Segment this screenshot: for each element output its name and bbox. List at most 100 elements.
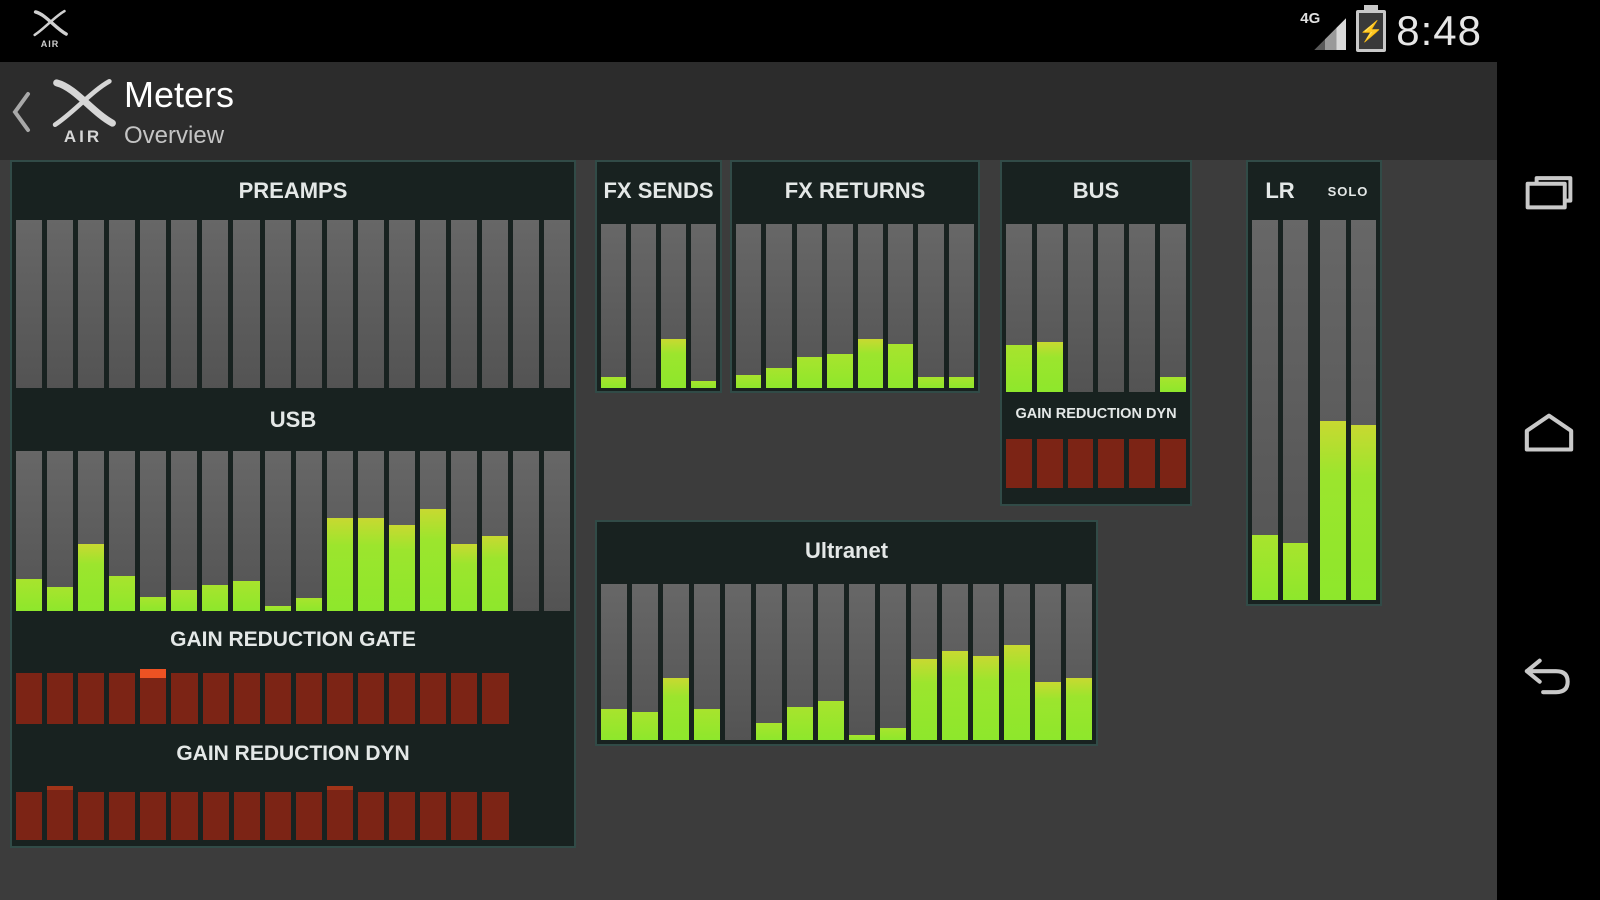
gr-meter-fill (78, 672, 105, 724)
meter-track (47, 451, 74, 611)
meter-track (202, 451, 229, 611)
meter-fill (47, 587, 74, 611)
meter-track (887, 224, 914, 388)
gain-reduction-dyn-title: GAIN REDUCTION DYN (176, 742, 410, 765)
meter-fill (887, 343, 914, 388)
meter-track (419, 220, 446, 388)
gr-meter-fill (233, 672, 260, 724)
gr-meter-track (233, 669, 260, 724)
gr-meter-fill (109, 672, 136, 724)
meter-track (973, 584, 999, 740)
meter-fill (202, 585, 229, 611)
meter-track (1160, 224, 1186, 392)
recents-icon (1525, 176, 1572, 210)
gr-meter-fill (109, 791, 136, 840)
gr-meter-fill (202, 791, 229, 840)
meter-track (827, 224, 853, 388)
preamps-title: PREAMPS (238, 178, 348, 203)
ultranet-title: Ultranet (804, 538, 889, 563)
meter-fill (357, 518, 384, 611)
meter-track (16, 220, 43, 388)
meter-track (326, 220, 353, 388)
meter-fill (140, 596, 167, 611)
meter-track (1282, 220, 1308, 600)
gr-meter-fill (326, 672, 354, 724)
meter-track (357, 220, 384, 388)
meter-fill (880, 727, 906, 740)
xair-logo[interactable]: AIR (42, 72, 124, 152)
meter-track (631, 224, 656, 388)
gr-meter-fill (1006, 438, 1032, 488)
meter-track (1004, 584, 1030, 740)
gr-meter-hot-cap (47, 785, 74, 790)
usb-meters (16, 451, 571, 611)
meter-track (1006, 224, 1032, 392)
ultranet-meters (601, 584, 1092, 740)
meter-track (849, 584, 875, 740)
meter-fill (796, 356, 823, 388)
meters-overview: PREAMPS USB GAIN REDUCTION GATE GAIN RED… (0, 160, 1497, 900)
gr-meter-track (358, 784, 385, 840)
usb-title: USB (269, 406, 317, 432)
meter-fill (481, 535, 508, 611)
gr-meter-track (202, 784, 229, 840)
meter-track (796, 224, 823, 388)
home-button[interactable] (1497, 392, 1600, 472)
gr-meter-track (420, 784, 447, 840)
meter-fill (326, 518, 353, 611)
gr-meter-fill (47, 672, 74, 724)
gr-meter-fill (1036, 438, 1063, 488)
gr-meter-track (295, 784, 322, 840)
meter-fill (818, 701, 844, 740)
battery-charging-icon: ⚡ (1356, 5, 1387, 52)
panel-fx-sends: FX SENDS (595, 160, 722, 393)
gr-meter-fill (171, 791, 198, 840)
network-type-label: 4G (1300, 10, 1321, 27)
gr-meter-track (389, 784, 416, 840)
fx-sends-title: FX SENDS (603, 178, 714, 203)
meter-fill (1160, 376, 1186, 392)
gr-meter-track (358, 669, 385, 724)
gr-meter-track (1036, 436, 1063, 488)
preamps-meters (16, 220, 571, 388)
back-button[interactable] (1497, 637, 1600, 717)
meter-track (140, 451, 167, 611)
meter-fill (16, 579, 43, 611)
meter-track (109, 451, 136, 611)
panel-lr-solo: LR SOLO (1246, 160, 1382, 606)
meter-fill (849, 735, 875, 740)
gr-meter-track (326, 784, 354, 840)
charging-bolt-icon: ⚡ (1359, 13, 1384, 49)
gr-meter-fill (47, 785, 74, 840)
gr-meter-fill (1129, 438, 1156, 488)
meter-track (601, 224, 626, 388)
meter-fill (918, 376, 944, 388)
meter-fill (691, 381, 716, 388)
meter-track (388, 220, 415, 388)
meter-track (1320, 220, 1346, 600)
meter-track (357, 451, 384, 611)
gr-meter-fill (295, 791, 322, 840)
meter-track (47, 220, 74, 388)
page-title: Meters (124, 74, 235, 115)
meter-track (109, 220, 136, 388)
meter-track (691, 224, 716, 388)
gr-meter-fill (295, 672, 322, 724)
meter-fill (756, 722, 782, 740)
meter-track (601, 584, 627, 740)
signal-icon: 4G (1300, 10, 1347, 52)
gr-meter-track (202, 669, 229, 724)
recents-button[interactable] (1497, 155, 1600, 235)
panel-ultranet: Ultranet (595, 520, 1098, 746)
xair-notification-icon-text: AIR (40, 39, 60, 49)
meter-fill (601, 708, 627, 740)
gr-meter-fill (140, 669, 167, 724)
bus-gain-reduction-title: GAIN REDUCTION DYN (1015, 406, 1177, 422)
meter-track (295, 451, 322, 611)
meter-track (388, 451, 415, 611)
meter-track (78, 220, 105, 388)
up-navigation-chevron[interactable] (8, 88, 34, 136)
solo-title: SOLO (1327, 183, 1369, 199)
gr-meter-track (482, 669, 509, 724)
